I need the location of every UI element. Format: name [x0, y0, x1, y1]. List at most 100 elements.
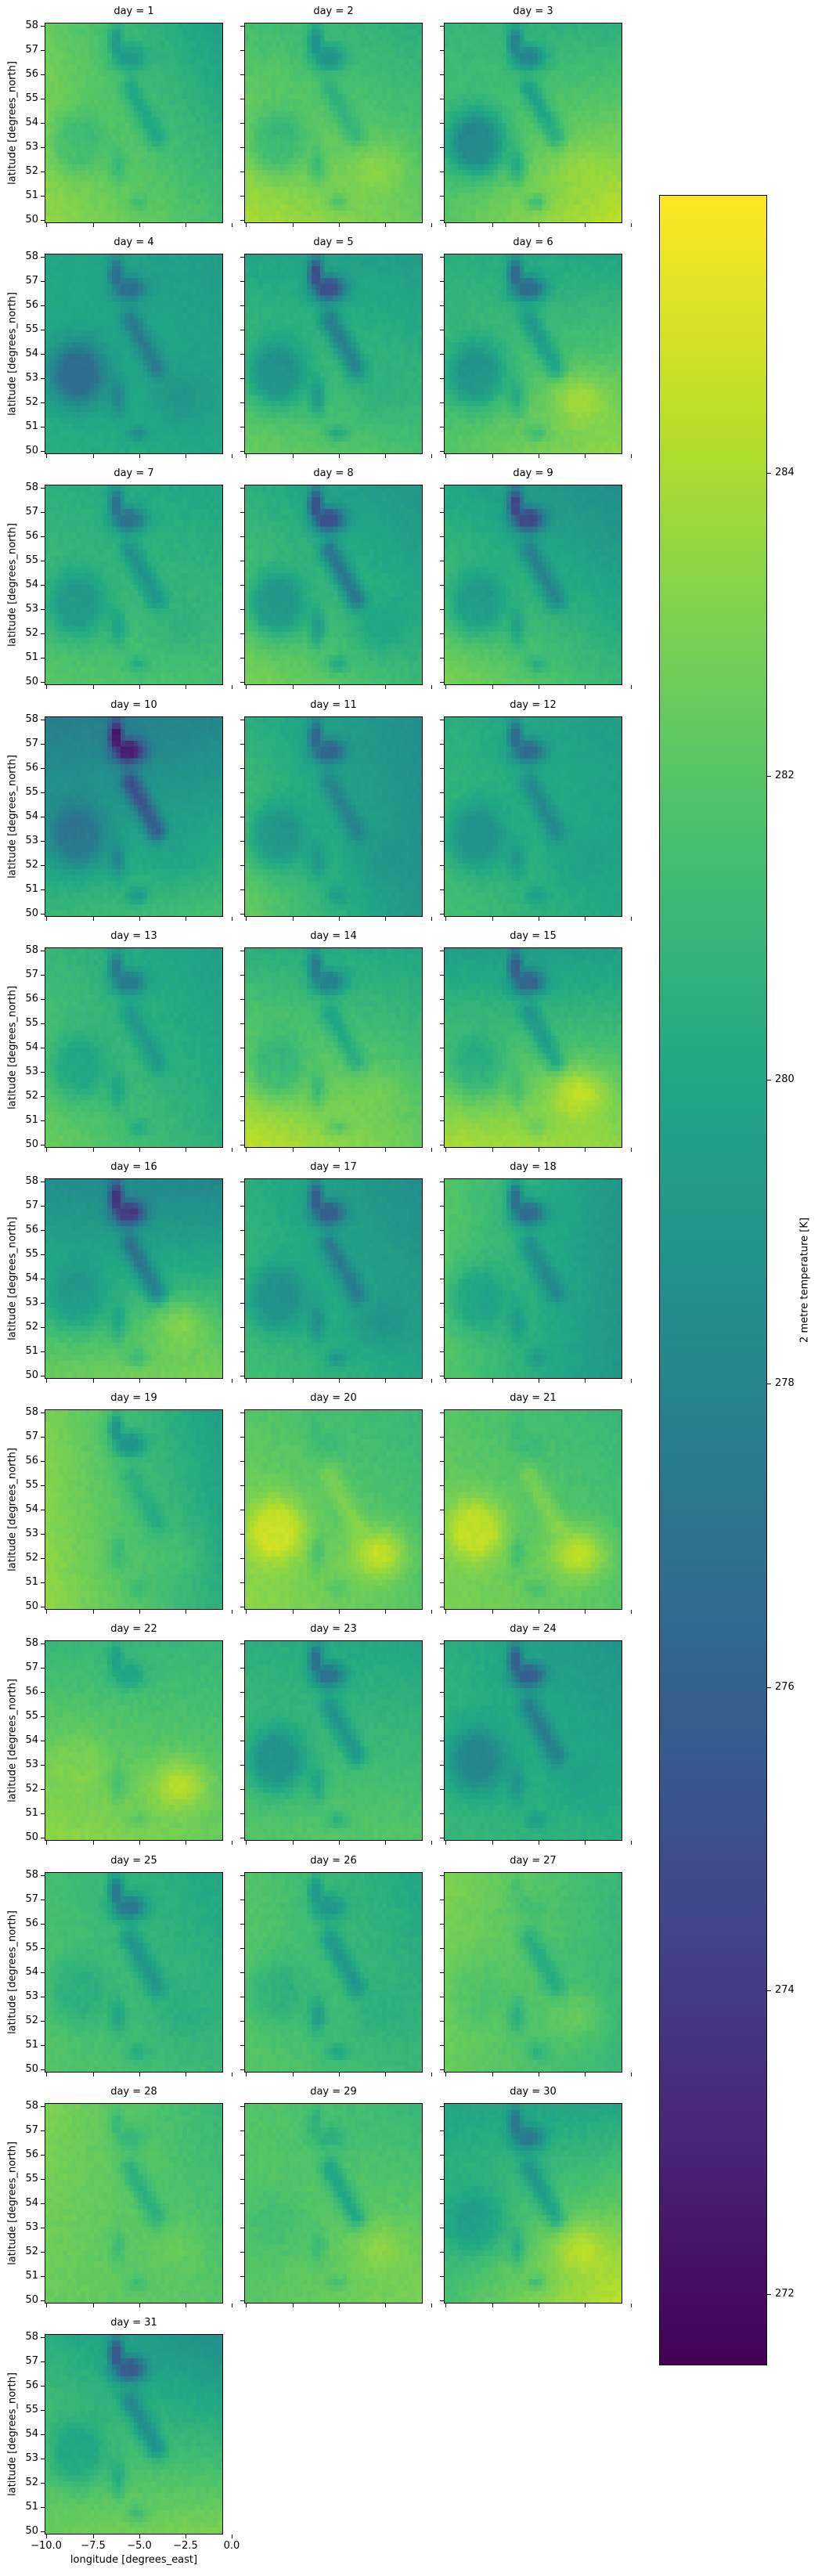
x-tick: [246, 2073, 247, 2076]
x-tick: [385, 1841, 386, 1845]
facet-title: day = 27: [510, 1855, 557, 1867]
x-tick: [46, 2073, 47, 2076]
y-tick-label: 58: [25, 251, 38, 262]
y-tick: [41, 2021, 45, 2022]
y-tick-label: 50: [25, 214, 38, 225]
y-tick-label: 52: [25, 2477, 38, 2488]
y-tick: [440, 220, 444, 221]
y-tick: [41, 2531, 45, 2532]
heatmap-panel-day-13: [45, 947, 223, 1148]
y-axis-label: latitude [degrees_north]: [6, 292, 19, 416]
colorbar-tick-label: 278: [775, 1377, 795, 1389]
y-tick-label: 51: [25, 883, 38, 895]
x-tick: [139, 1379, 140, 1383]
facet-title: day = 26: [310, 1855, 357, 1867]
facet-title: day = 9: [513, 467, 553, 479]
y-tick-label: 55: [25, 2173, 38, 2185]
y-tick-label: 52: [25, 859, 38, 871]
y-tick: [440, 999, 444, 1000]
y-axis-label: latitude [degrees_north]: [6, 2372, 19, 2496]
y-tick: [440, 2069, 444, 2070]
y-tick-label: 56: [25, 2148, 38, 2160]
x-tick: [585, 685, 586, 689]
facet-title: day = 31: [110, 2317, 157, 2329]
facet-title: day = 6: [513, 236, 553, 248]
x-tick: [385, 223, 386, 227]
y-tick-label: 53: [25, 2221, 38, 2233]
x-tick: [631, 1148, 632, 1152]
heatmap-cells-day-31: [45, 2335, 222, 2534]
y-tick: [440, 1254, 444, 1255]
heatmap-panel-day-17: [244, 1178, 423, 1379]
heatmap-cells-day-8: [245, 485, 422, 684]
x-tick: [431, 2073, 432, 2076]
y-tick-label: 54: [25, 1272, 38, 1284]
heatmap-cells-day-9: [445, 485, 622, 684]
y-tick: [41, 1412, 45, 1413]
facet-title: day = 21: [510, 1392, 557, 1404]
y-tick: [440, 1558, 444, 1559]
x-tick: [46, 685, 47, 689]
y-tick-label: 58: [25, 20, 38, 31]
x-tick: [293, 1379, 294, 1383]
x-tick: [445, 917, 446, 921]
heatmap-cells-day-2: [245, 23, 422, 222]
y-tick-label: 54: [25, 1503, 38, 1515]
x-tick-label: −5.0: [127, 2540, 152, 2552]
x-tick: [246, 2304, 247, 2307]
x-tick: [46, 223, 47, 227]
y-axis-label: latitude [degrees_north]: [6, 2141, 19, 2265]
y-tick-label: 55: [25, 323, 38, 335]
heatmap-cells-day-28: [45, 2104, 222, 2303]
y-tick: [240, 2276, 244, 2277]
heatmap-cells-day-23: [245, 1641, 422, 1840]
y-tick: [240, 682, 244, 683]
y-tick: [240, 1692, 244, 1693]
x-tick: [246, 917, 247, 921]
y-tick: [41, 2434, 45, 2435]
heatmap-panel-day-3: [444, 23, 622, 223]
y-tick: [240, 1643, 244, 1644]
y-tick: [41, 1668, 45, 1669]
y-tick: [440, 196, 444, 197]
heatmap-panel-day-9: [444, 485, 622, 685]
x-tick: [445, 223, 446, 227]
x-tick: [585, 1148, 586, 1152]
y-tick: [41, 1948, 45, 1949]
y-tick: [440, 451, 444, 452]
x-tick: [46, 1379, 47, 1383]
y-tick: [41, 609, 45, 610]
y-tick: [41, 1120, 45, 1121]
x-tick: [585, 454, 586, 458]
y-tick: [440, 2106, 444, 2107]
y-tick-label: 53: [25, 2452, 38, 2464]
y-tick: [440, 2155, 444, 2156]
y-tick: [41, 2361, 45, 2362]
y-tick: [41, 1534, 45, 1535]
x-tick: [492, 685, 493, 689]
y-tick: [41, 354, 45, 355]
y-tick: [440, 1813, 444, 1814]
y-tick-label: 53: [25, 1759, 38, 1770]
x-tick: [631, 2073, 632, 2076]
x-tick: [631, 1379, 632, 1383]
colorbar-tick-label: 276: [775, 1681, 795, 1693]
y-tick: [440, 427, 444, 428]
y-tick-label: 58: [25, 2100, 38, 2112]
y-tick-label: 56: [25, 762, 38, 774]
y-tick: [440, 744, 444, 745]
y-tick: [240, 2252, 244, 2253]
x-tick-label: −7.5: [81, 2540, 106, 2552]
y-tick-label: 54: [25, 1966, 38, 1978]
y-tick: [240, 147, 244, 148]
y-tick-label: 56: [25, 2379, 38, 2391]
y-tick: [41, 1254, 45, 1255]
y-tick: [41, 1461, 45, 1462]
x-tick: [139, 2073, 140, 2076]
y-tick: [41, 914, 45, 915]
heatmap-panel-day-18: [444, 1178, 622, 1379]
y-tick: [240, 354, 244, 355]
y-tick: [440, 914, 444, 915]
heatmap-panel-day-27: [444, 1872, 622, 2073]
y-tick-label: 52: [25, 396, 38, 408]
